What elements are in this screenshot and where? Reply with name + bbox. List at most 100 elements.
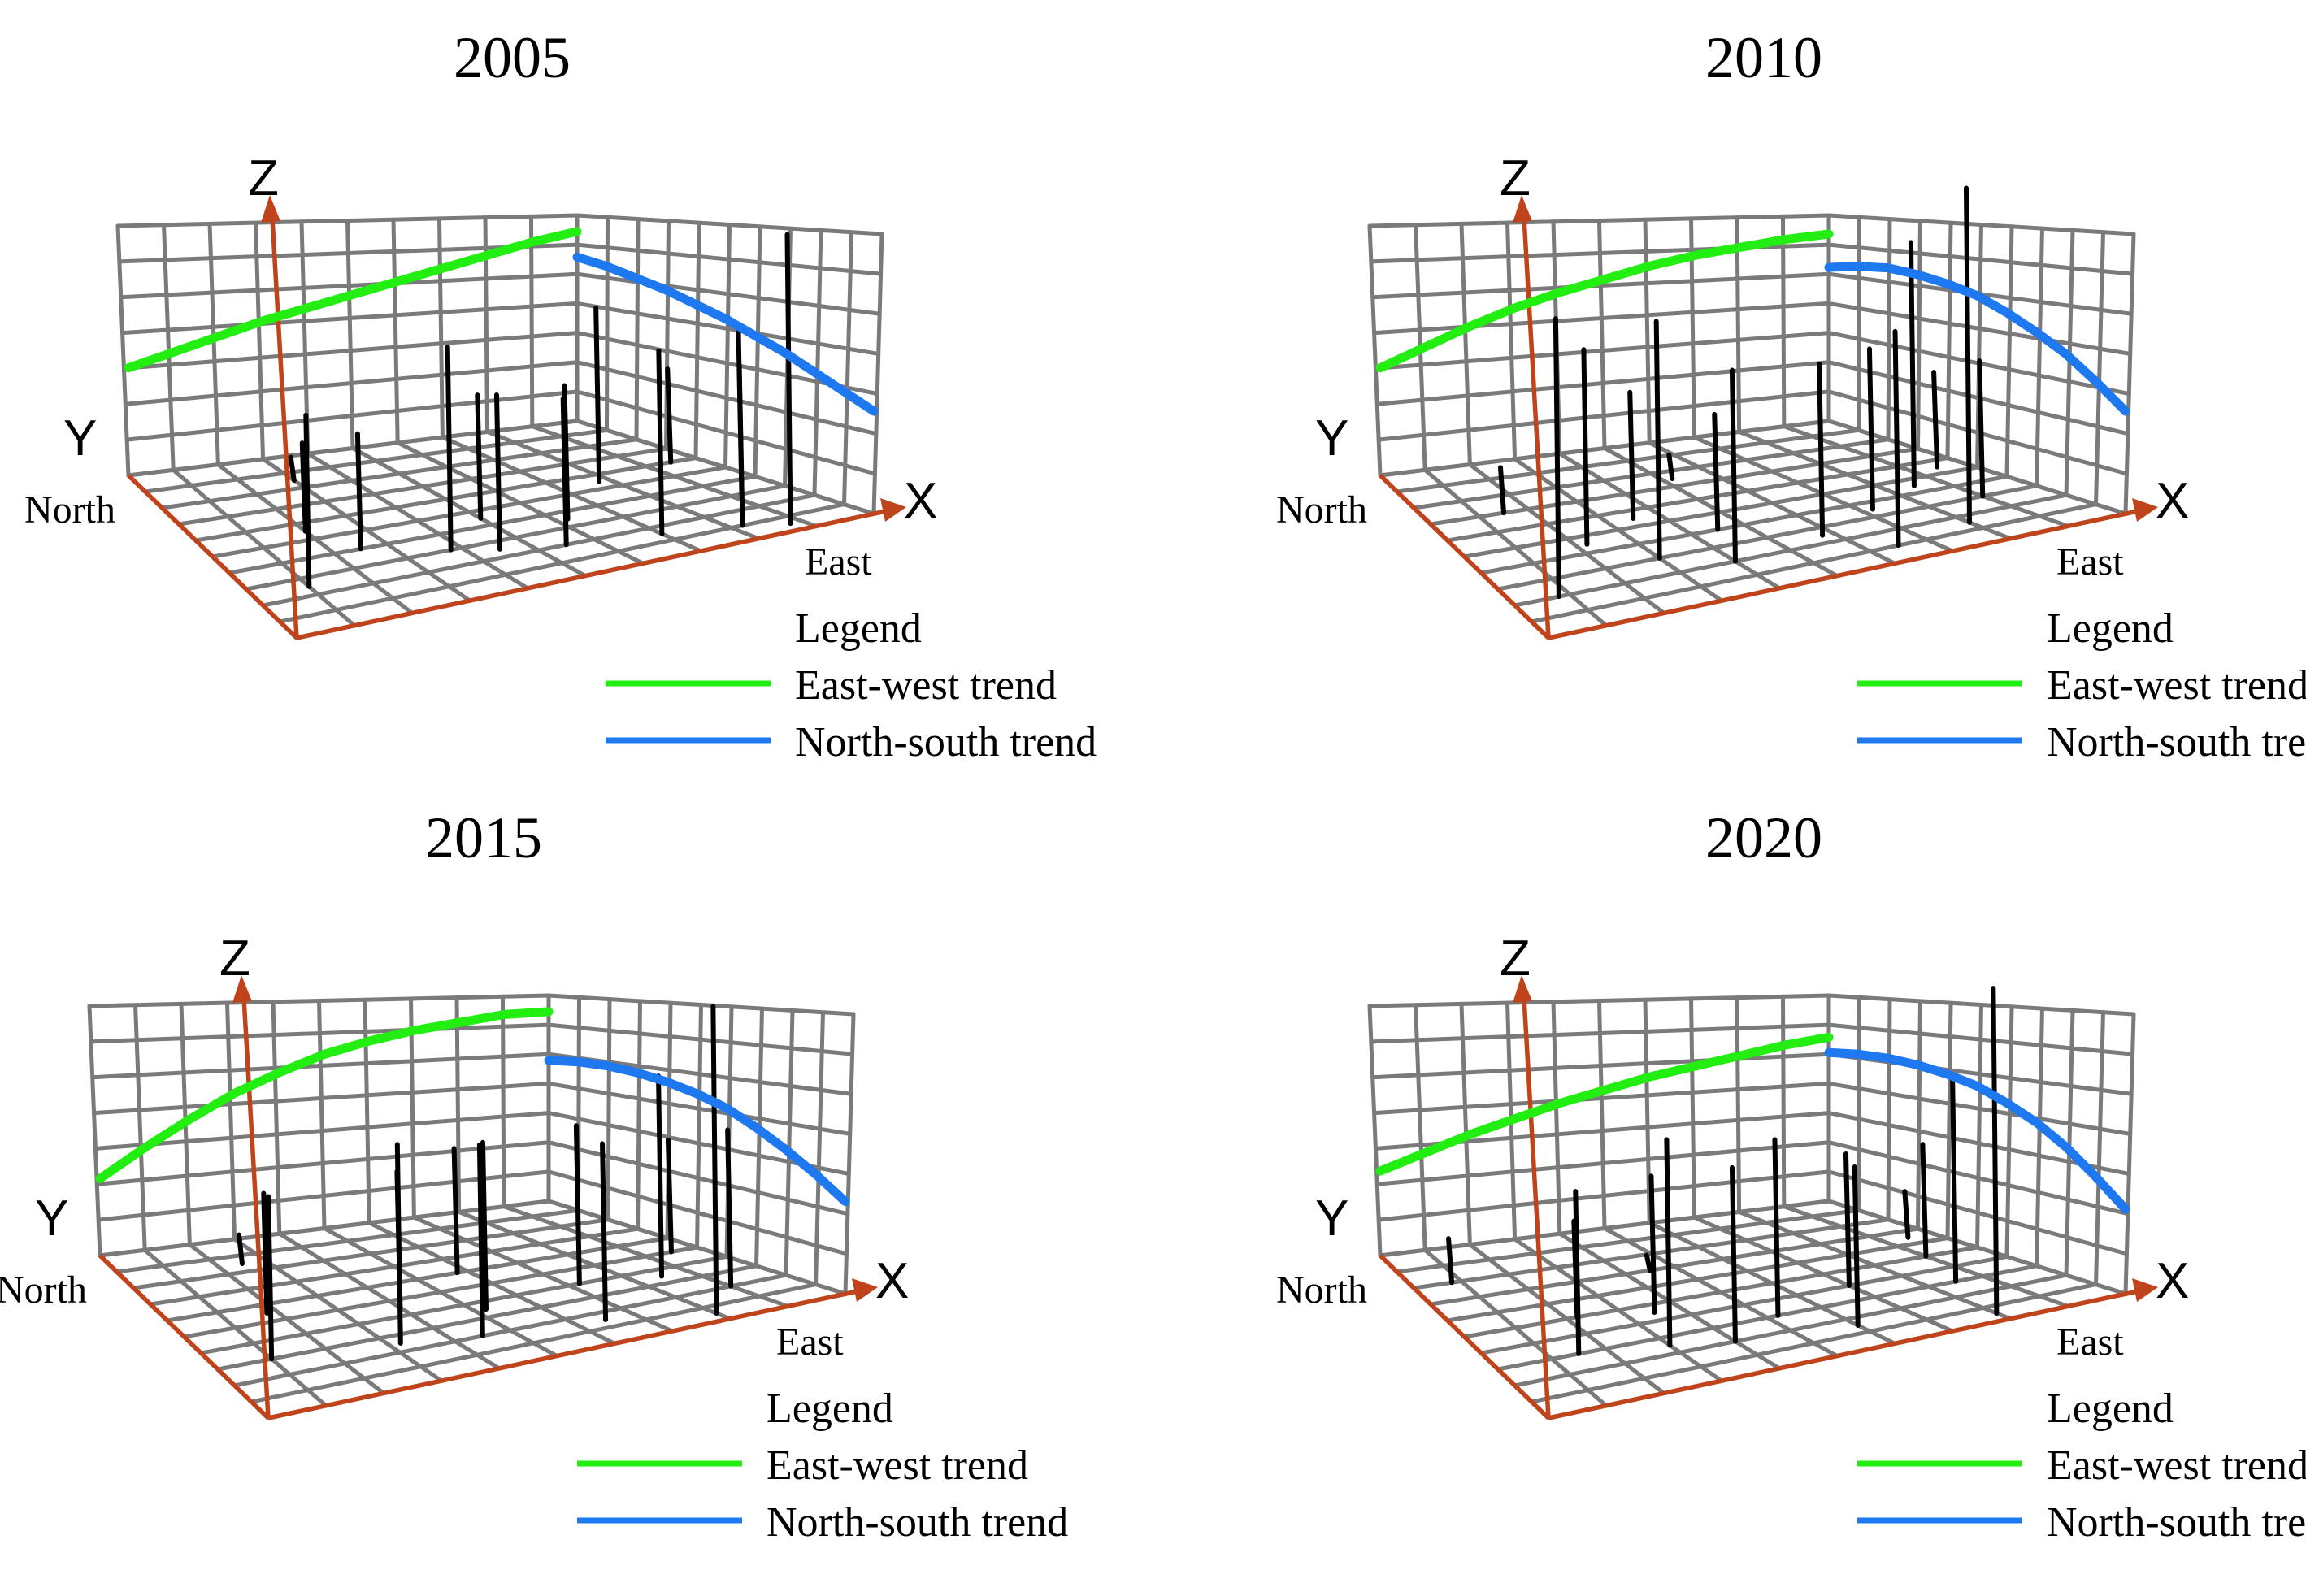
sample-stick bbox=[299, 440, 308, 534]
grid-line bbox=[225, 1000, 237, 1242]
axes bbox=[1379, 975, 2158, 1420]
grid-line bbox=[1826, 993, 2136, 1017]
sample-stick bbox=[1581, 347, 1590, 547]
grid-line bbox=[232, 1273, 788, 1388]
grid-line bbox=[1372, 301, 1831, 336]
sample-stick bbox=[354, 431, 363, 552]
grid-line bbox=[391, 217, 400, 445]
grid-line bbox=[546, 993, 856, 1017]
north-south-trend-line bbox=[572, 252, 879, 416]
grid-line bbox=[1643, 997, 1652, 1225]
panel-2010: 2010 Z Y X North East Legend East-west trend Nor… bbox=[1276, 25, 2306, 765]
legend: Legend East-west trend North-south trend bbox=[1857, 605, 2306, 765]
grid-line bbox=[501, 994, 506, 1209]
grid-line bbox=[1428, 1226, 1920, 1307]
grid-line bbox=[1529, 1282, 2098, 1404]
legend: Legend East-west trend North-south trend bbox=[577, 1386, 1068, 1546]
sample-stick bbox=[266, 1194, 275, 1362]
sample-stick bbox=[1963, 185, 1972, 525]
grid-line bbox=[1826, 1081, 2133, 1136]
grid-line bbox=[1945, 220, 1953, 461]
grid-line bbox=[2004, 224, 2014, 479]
grid-line bbox=[1689, 996, 1696, 1220]
grid-line bbox=[842, 230, 853, 507]
grid-line bbox=[363, 997, 371, 1225]
grid-line bbox=[1826, 1022, 2135, 1056]
z-axis-label: Z bbox=[248, 150, 279, 206]
z-axis-line bbox=[241, 997, 271, 1419]
grid-line bbox=[1445, 1236, 1950, 1323]
grid-line bbox=[1826, 389, 2129, 476]
grid-line bbox=[1826, 1169, 2129, 1256]
x-axis-line bbox=[1548, 509, 2139, 640]
grid-line bbox=[575, 360, 879, 436]
sample-points bbox=[288, 232, 793, 589]
grid-line bbox=[1826, 1140, 2130, 1217]
panel-2005: 2005 Z Y X North East Legend East-west trend Nor… bbox=[24, 25, 1097, 765]
grid-line bbox=[1370, 271, 1831, 300]
grid-line bbox=[814, 1010, 825, 1287]
sample-stick bbox=[1920, 1142, 1929, 1259]
grid-line bbox=[1857, 215, 1861, 432]
grid-line bbox=[1369, 1022, 1831, 1044]
y-axis-label: Y bbox=[63, 410, 97, 466]
grid-line bbox=[115, 223, 131, 478]
grid-line bbox=[1826, 301, 2133, 356]
grid-line bbox=[261, 492, 817, 608]
legend-label-east-west: East-west trend bbox=[2047, 1442, 2306, 1489]
y-axis-line bbox=[98, 1254, 270, 1420]
legend-title: Legend bbox=[795, 605, 922, 652]
grid-line bbox=[1505, 220, 1518, 462]
grid-line bbox=[207, 221, 220, 467]
grid-line bbox=[162, 223, 176, 472]
sample-stick bbox=[1553, 316, 1561, 600]
grid-line bbox=[1826, 213, 2136, 236]
grid-line bbox=[1411, 437, 1891, 510]
sample-stick bbox=[784, 232, 793, 527]
grid-line bbox=[1496, 1264, 2039, 1372]
grid-line bbox=[693, 220, 701, 461]
north-label: North bbox=[1276, 488, 1367, 531]
sample-stick bbox=[236, 1232, 245, 1267]
sample-stick bbox=[303, 412, 312, 589]
grid-line bbox=[636, 999, 642, 1231]
grid-line bbox=[1374, 1140, 1831, 1186]
chart-title: 2020 bbox=[1705, 805, 1822, 870]
chart-title: 2015 bbox=[425, 805, 542, 870]
grid-line bbox=[96, 1169, 551, 1222]
grid-line bbox=[437, 216, 445, 440]
grid-line bbox=[1916, 219, 1922, 451]
grid-line bbox=[1367, 223, 1383, 478]
grid-line bbox=[1826, 242, 2135, 276]
sample-stick bbox=[1817, 361, 1826, 538]
grid-line bbox=[123, 360, 580, 406]
east-label: East bbox=[776, 1321, 844, 1364]
z-axis-label: Z bbox=[219, 930, 250, 987]
sample-stick bbox=[656, 348, 665, 536]
north-label: North bbox=[0, 1269, 87, 1312]
sample-stick bbox=[1991, 986, 2000, 1316]
grid-line bbox=[843, 1012, 856, 1296]
grid-line bbox=[1496, 484, 2039, 592]
grid-line bbox=[546, 1169, 849, 1256]
grid-line bbox=[211, 465, 727, 559]
grid-line bbox=[1479, 1254, 2009, 1355]
grid-line bbox=[215, 1264, 758, 1372]
legend: Legend East-west trend North-south trend bbox=[1857, 1386, 2306, 1546]
y-axis-line bbox=[127, 474, 298, 640]
grid-line bbox=[1367, 993, 1831, 1008]
sample-stick bbox=[451, 1146, 460, 1276]
sample-stick bbox=[1977, 358, 1986, 499]
north-label: North bbox=[24, 488, 115, 531]
grid-line bbox=[1551, 1000, 1562, 1236]
east-west-trend-line bbox=[95, 1007, 554, 1183]
grid-line bbox=[2035, 1006, 2044, 1269]
y-axis-label: Y bbox=[1315, 1190, 1348, 1247]
grid-line bbox=[1374, 360, 1831, 406]
east-west-trend-line bbox=[124, 227, 582, 373]
grid-line bbox=[165, 1236, 670, 1323]
sample-stick bbox=[1931, 370, 1940, 470]
sample-stick bbox=[493, 392, 502, 552]
sample-stick bbox=[1446, 1236, 1455, 1286]
